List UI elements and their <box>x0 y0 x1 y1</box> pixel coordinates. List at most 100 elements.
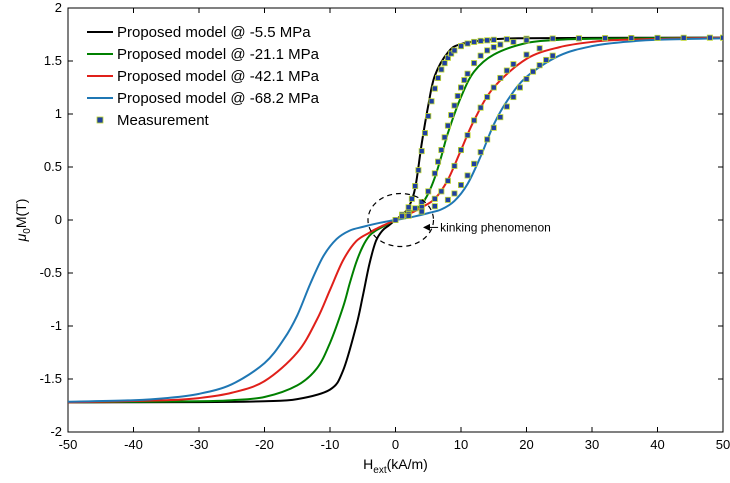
kinking-arrow-head <box>423 223 431 231</box>
measurement-point <box>477 149 484 156</box>
measurement-point <box>530 68 537 75</box>
measurement-point <box>435 158 442 165</box>
measurement-point <box>399 213 406 220</box>
x-tick-label: 40 <box>650 437 664 452</box>
y-tick-label: 0.5 <box>44 159 62 174</box>
legend-label-3: Proposed model @ -42.1 MPa <box>117 68 320 85</box>
x-tick-label: -10 <box>321 437 340 452</box>
measurement-point <box>405 204 412 211</box>
measurement-point <box>549 52 556 59</box>
measurement-point <box>523 37 530 44</box>
measurement-point <box>497 74 504 81</box>
measurement-point <box>536 45 543 52</box>
measurement-point <box>477 104 484 111</box>
measurement-point <box>457 84 464 91</box>
measurement-point <box>425 188 432 195</box>
measurement-point <box>457 182 464 189</box>
measurement-point <box>628 35 635 42</box>
measurement-point <box>497 41 504 48</box>
kinking-annotation-label: kinking phenomenon <box>440 220 551 234</box>
measurement-point <box>435 74 442 81</box>
measurement-point <box>516 84 523 91</box>
measurement-point <box>418 148 425 155</box>
measurement-point <box>490 44 497 51</box>
x-tick-label: -30 <box>190 437 209 452</box>
measurement-point <box>457 147 464 154</box>
measurement-point <box>510 61 517 68</box>
measurement-point <box>431 85 438 92</box>
measurement-point <box>680 34 687 41</box>
measurement-point <box>706 34 713 41</box>
measurement-point <box>510 94 517 101</box>
measurement-point <box>444 177 451 184</box>
measurement-point <box>543 56 550 63</box>
legend: Proposed model @ -5.5 MPa Proposed model … <box>87 24 320 129</box>
measurement-point <box>451 162 458 169</box>
y-tick-label: -0.5 <box>40 265 62 280</box>
measurement-point <box>418 198 425 205</box>
measurement-layer <box>392 34 723 223</box>
measurement-point <box>418 208 425 215</box>
y-tick-label: -2 <box>50 424 62 439</box>
y-tick-label: 1 <box>55 106 62 121</box>
measurement-point <box>441 134 448 141</box>
measurement-point <box>490 124 497 131</box>
measurement-point <box>523 51 530 58</box>
measurement-point <box>497 114 504 121</box>
measurement-point <box>484 94 491 101</box>
x-tick-label: 20 <box>519 437 533 452</box>
legend-label-5: Measurement <box>117 112 210 129</box>
y-tick-label: 0 <box>55 212 62 227</box>
measurement-point <box>412 183 419 190</box>
measurement-point <box>503 67 510 74</box>
measurement-point <box>503 103 510 110</box>
x-tick-label: 30 <box>585 437 599 452</box>
measurement-point <box>438 66 445 73</box>
x-tick-label: 50 <box>716 437 730 452</box>
measurement-point <box>408 195 415 202</box>
measurement-point <box>471 38 478 45</box>
measurement-point <box>484 37 491 44</box>
x-tick-label: 10 <box>454 437 468 452</box>
measurement-point <box>720 34 723 41</box>
y-tick-label: -1 <box>50 318 62 333</box>
measurement-point <box>477 37 484 44</box>
measurement-point <box>448 112 455 119</box>
x-tick-label: -20 <box>255 437 274 452</box>
legend-swatch-measurement <box>96 116 104 124</box>
kinking-circle <box>367 192 435 248</box>
measurement-point <box>575 35 582 42</box>
measurement-point <box>523 76 530 83</box>
legend-label-4: Proposed model @ -68.2 MPa <box>117 90 320 107</box>
measurement-point <box>431 195 438 202</box>
measurement-point <box>454 92 461 99</box>
measurement-point <box>415 167 422 174</box>
measurement-point <box>448 50 455 57</box>
x-tick-label: -50 <box>59 437 78 452</box>
measurement-point <box>654 34 661 41</box>
measurement-point <box>471 160 478 167</box>
measurement-point <box>464 172 471 179</box>
measurement-point <box>444 54 451 61</box>
measurement-point <box>549 35 556 42</box>
measurement-point <box>392 216 399 223</box>
measurement-point <box>602 35 609 42</box>
measurement-point <box>471 60 478 67</box>
y-tick-label: 1.5 <box>44 53 62 68</box>
measurement-point <box>451 190 458 197</box>
legend-label-1: Proposed model @ -5.5 MPa <box>117 24 311 41</box>
x-axis-label: Hext(kA/m) <box>363 456 428 476</box>
measurement-point <box>431 203 438 210</box>
measurement-point <box>444 122 451 129</box>
x-tick-label: -40 <box>124 437 143 452</box>
measurement-point <box>412 205 419 212</box>
measurement-point <box>503 36 510 43</box>
measurement-point <box>457 43 464 50</box>
measurement-point <box>425 113 432 120</box>
measurement-point <box>471 117 478 124</box>
measurement-point <box>461 77 468 84</box>
measurement-point <box>438 147 445 154</box>
measurement-point <box>477 52 484 59</box>
